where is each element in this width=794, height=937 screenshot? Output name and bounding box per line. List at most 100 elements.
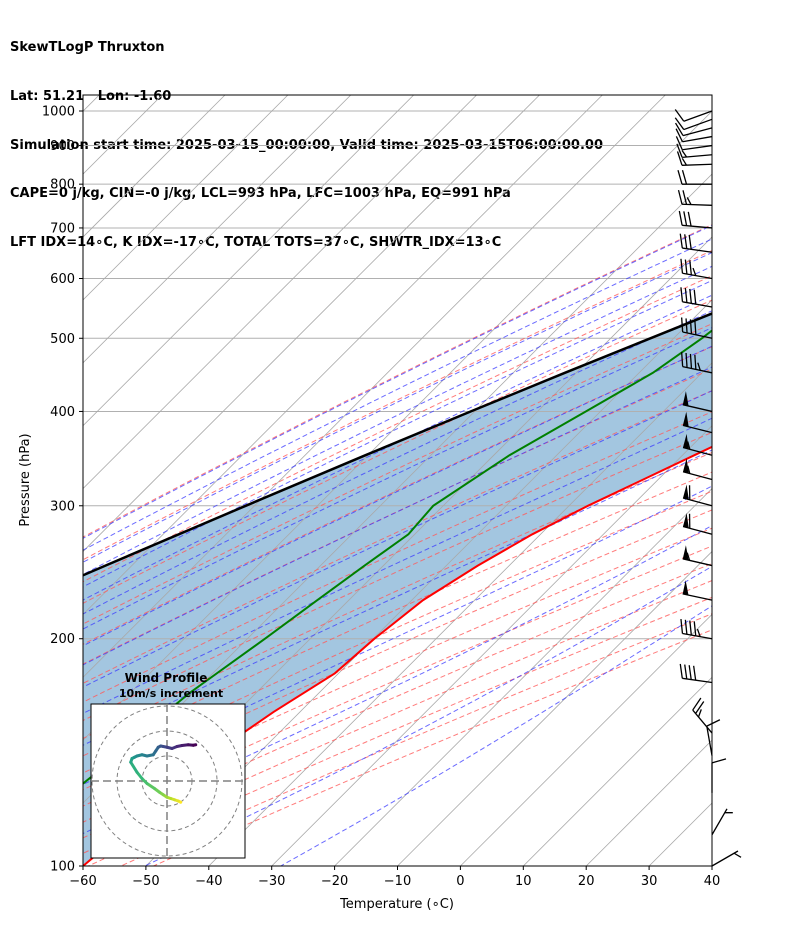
isotherm-line [83, 95, 226, 238]
wind-barb-feather [676, 151, 683, 166]
dry-adiabat-line [83, 299, 712, 604]
wind-barb-feather [675, 136, 683, 150]
moist-adiabat-line [83, 310, 712, 615]
moist-adiabat-line [83, 224, 712, 539]
wind-barb [682, 411, 713, 434]
wind-barb-feather [689, 288, 692, 304]
wind-barb-shaft [682, 365, 713, 374]
title-location: Lat: 51.21 Lon: -1.60 [10, 89, 172, 104]
wind-barb-flag [683, 513, 689, 529]
title-station: SkewTLogP Thruxton [10, 40, 165, 56]
wind-barb [681, 317, 713, 339]
wind-barb-feather [694, 354, 697, 370]
wind-barb-shaft [682, 224, 713, 229]
wind-barb [682, 545, 713, 567]
wind-barb-feather [683, 211, 688, 226]
wind-barb [675, 128, 713, 143]
wind-barb-feather [685, 318, 688, 334]
wind-barb-feather [684, 288, 688, 303]
x-tick-label: −50 [132, 874, 159, 889]
moist-adiabat-line [83, 485, 712, 786]
x-tick-label: 40 [704, 874, 721, 889]
moist-adiabat-line [83, 390, 712, 688]
x-tick-label: −30 [258, 874, 285, 889]
wind-barb [674, 122, 713, 137]
wind-barb [680, 258, 713, 280]
wind-barb-feather [687, 211, 692, 227]
wind-barb-feather [697, 709, 702, 718]
isotherm-line [83, 95, 477, 490]
wind-barb-feather [674, 117, 685, 130]
wind-barb-shaft [682, 144, 713, 151]
y-axis-label: Pressure (hPa) [18, 433, 33, 526]
wind-barb-shaft [682, 154, 713, 159]
wind-barb [711, 758, 727, 793]
wind-barb-flag [682, 580, 689, 596]
wind-barb-shaft [683, 118, 713, 131]
dry-adiabat-line [83, 509, 712, 791]
wind-barb-shaft [682, 247, 713, 253]
x-tick-label: 0 [456, 874, 464, 889]
wind-barb-shaft [682, 135, 713, 143]
wind-barb [682, 513, 713, 535]
wind-barb-feather [686, 552, 691, 561]
wind-barb [676, 143, 713, 159]
wind-barb [679, 663, 713, 684]
y-tick-label: 600 [50, 272, 75, 287]
temperature-line [83, 445, 712, 866]
moist-adiabat-line [83, 449, 712, 746]
wind-barbs [674, 109, 742, 867]
wind-barb-feather [733, 852, 742, 858]
isotherm-line [83, 95, 352, 364]
isotherm-line [208, 362, 712, 866]
wind-barb-feather [696, 628, 701, 637]
isotherm-line [711, 865, 712, 866]
dry-adiabat-line [83, 527, 712, 807]
wind-barb [674, 109, 713, 122]
wind-barb-feather [706, 719, 721, 727]
dry-adiabat-line [83, 411, 712, 703]
isotherm-line [648, 802, 712, 866]
wind-barb-shaft [682, 331, 713, 339]
wind-barb-feather [680, 258, 684, 274]
wind-barb-feather [679, 663, 683, 679]
wind-barb-feather [685, 352, 688, 368]
hodograph-title: Wind Profile [125, 671, 208, 685]
wind-barb-shaft [711, 808, 728, 836]
wind-barb-shaft [692, 709, 713, 734]
wind-barb [680, 618, 713, 640]
wind-barb-flag [683, 458, 689, 474]
isotherm-line [83, 95, 666, 678]
wind-barb [675, 136, 713, 151]
hodograph-subtitle: 10m/s increment [119, 687, 223, 700]
wind-barb [677, 189, 713, 206]
wind-barb-feather [682, 190, 688, 205]
y-tick-label: 1000 [42, 104, 75, 119]
hodograph-segment [129, 760, 139, 774]
isotherm-line [523, 676, 712, 866]
dewpoint-line [83, 329, 712, 785]
moist-adiabat-line [83, 327, 712, 630]
wind-barb [676, 151, 713, 166]
wind-barb-feather [693, 621, 697, 636]
dry-adiabat-line [83, 451, 712, 739]
wind-barb [682, 484, 713, 507]
chart-title-block: SkewTLogP Thruxton Lat: 51.21 Lon: -1.60… [10, 8, 603, 267]
y-tick-label: 800 [50, 178, 75, 193]
wind-barb-flag [682, 391, 689, 406]
wind-barb-feather [694, 320, 697, 335]
y-tick-label: 300 [50, 499, 75, 514]
hodograph-segment [145, 782, 156, 790]
isotherm-line [775, 95, 794, 866]
dry-adiabats [83, 224, 712, 866]
wind-barb-shaft [706, 726, 713, 756]
wind-barb [706, 719, 721, 756]
wind-barb [677, 169, 712, 185]
dry-adiabat-line [83, 323, 712, 625]
wind-barb-shaft [682, 272, 713, 280]
dry-adiabat-line [83, 545, 712, 823]
dry-adiabat-line [83, 249, 712, 561]
wind-barb-feather [679, 233, 683, 249]
wind-barb [678, 210, 713, 229]
